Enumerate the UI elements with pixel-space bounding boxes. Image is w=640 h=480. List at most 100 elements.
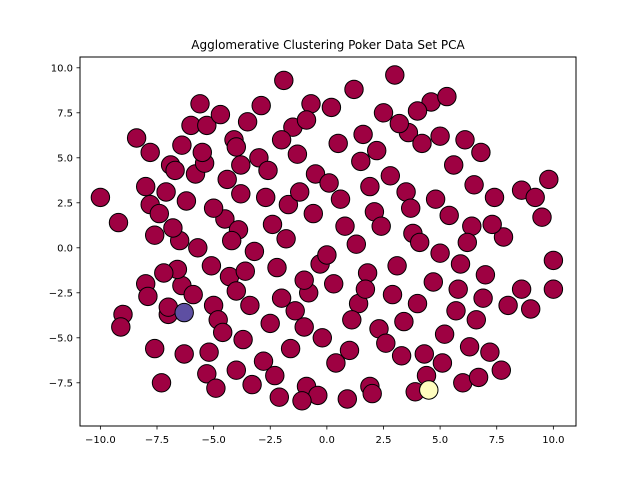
data-point [294,317,314,337]
data-point [203,198,224,218]
data-point [362,383,382,404]
x-tick-label: 2.5 [376,435,392,446]
data-point [521,299,541,319]
data-point [222,230,242,251]
data-point [439,205,459,226]
data-point [183,284,203,305]
data-point [190,94,210,114]
x-axis: −10.0 −7.5 −5.0 −2.5 0.0 2.5 5.0 7.5 10.0 [85,426,564,446]
data-point [464,175,484,195]
data-point [432,353,453,373]
data-point [407,293,428,314]
data-point [138,286,158,307]
data-point [206,378,226,398]
data-point [226,360,247,380]
data-point [434,324,455,344]
data-point [108,212,129,233]
data-point [237,112,258,132]
data-point [199,342,219,362]
data-point [324,274,344,294]
chart-title: Agglomerative Clustering Poker Data Set … [191,38,465,52]
x-tick-label: 0.0 [319,435,335,446]
data-point [367,140,387,161]
data-point [330,189,351,209]
y-tick-label: 2.5 [57,198,73,209]
data-point [360,176,380,197]
data-point [210,104,231,125]
data-point [353,124,373,145]
data-point [276,229,296,249]
data-point [543,250,564,271]
data-point [145,225,165,245]
y-tick-label: 10.0 [51,63,73,74]
data-point [271,130,292,150]
data-point [382,284,403,305]
data-point [149,203,170,224]
data-point [274,70,294,91]
data-point [346,234,366,254]
data-point [305,164,326,184]
data-point [145,338,165,359]
data-point [396,182,416,202]
y-axis: −7.5 −5.0 −2.5 0.0 2.5 5.0 7.5 10.0 [49,63,80,389]
data-point [407,101,428,121]
data-point [357,263,378,283]
data-point [437,86,457,107]
y-tick-label: −7.5 [49,378,73,389]
data-point [335,216,355,236]
data-point [213,322,233,343]
data-point [493,227,514,247]
data-point [446,301,466,321]
data-point [260,313,280,334]
data-point [271,288,292,308]
y-tick-label: −2.5 [49,288,73,299]
data-point [475,265,496,285]
data-point [240,295,260,316]
x-tick-label: 5.0 [432,435,448,446]
data-point [344,79,364,100]
y-tick-label: −5.0 [49,333,73,344]
data-point [154,263,174,283]
data-point [412,133,432,154]
data-point [482,214,502,235]
data-point [355,279,376,299]
data-point [337,389,357,409]
data-point [312,328,332,348]
data-point [253,351,274,371]
data-point [231,155,251,175]
data-point [423,272,443,292]
data-point [174,344,194,364]
data-point [339,340,360,361]
data-point [410,232,430,253]
data-point [301,94,321,114]
data-point [296,110,317,130]
data-point [498,295,518,316]
data-point [321,97,342,118]
data-point [317,245,337,265]
data-point [172,135,192,155]
data-point [233,329,253,350]
data-point [450,254,471,274]
data-point [328,133,348,154]
data-point [376,333,396,353]
data-point [111,317,131,337]
data-point [217,169,237,190]
data-point [278,194,299,215]
data-point [136,176,156,197]
data-point [265,365,285,386]
data-point [294,270,314,290]
plot-points [90,65,564,411]
data-point [394,311,414,332]
data-point [525,187,545,208]
data-point [188,238,208,258]
plot-frame [79,56,577,427]
data-point [371,216,391,236]
data-point [473,288,493,308]
data-point [455,130,475,150]
data-point [387,256,407,276]
data-point [226,137,247,157]
data-point [462,216,482,236]
data-point [459,337,480,357]
data-point [267,257,287,278]
